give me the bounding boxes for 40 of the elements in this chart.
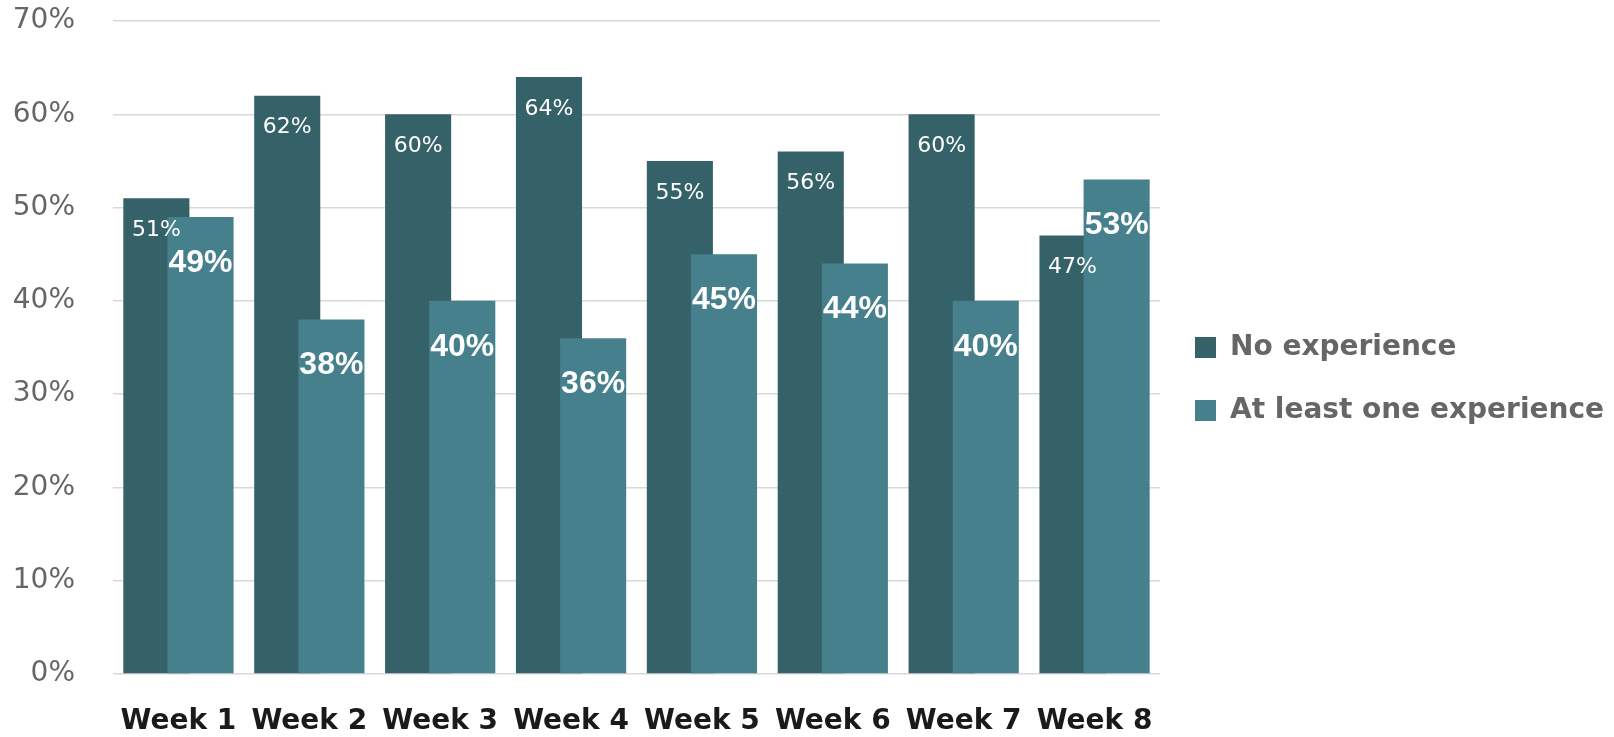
- x-tick-label: Week 7: [905, 703, 1022, 737]
- bar: [298, 319, 365, 674]
- x-tick-label: Week 5: [644, 703, 760, 737]
- x-tick-label: Week 8: [1036, 703, 1153, 737]
- bar: [690, 254, 758, 674]
- y-tick-label: 60%: [12, 95, 75, 129]
- y-tick-label: 70%: [12, 2, 75, 36]
- data-label: 64%: [524, 94, 574, 120]
- data-label: 53%: [1084, 205, 1149, 242]
- data-label: 62%: [262, 113, 312, 139]
- bar: [821, 263, 888, 674]
- y-tick-label: 10%: [12, 562, 75, 595]
- data-label: 47%: [1048, 253, 1097, 279]
- y-tick-label: 40%: [12, 282, 75, 316]
- data-label: 44%: [822, 289, 887, 326]
- data-label: 40%: [953, 326, 1018, 363]
- data-label: 60%: [917, 132, 967, 157]
- data-label: 51%: [131, 215, 181, 241]
- x-tick-label: Week 3: [382, 703, 499, 737]
- bar: [560, 338, 627, 674]
- data-label: 36%: [561, 364, 626, 400]
- x-tick-label: Week 4: [513, 703, 629, 737]
- x-tick-label: Week 2: [251, 703, 368, 737]
- y-tick-label: 30%: [12, 375, 75, 409]
- bar: [429, 300, 496, 674]
- data-label: 40%: [430, 326, 495, 363]
- data-label: 45%: [691, 280, 757, 317]
- data-label: 38%: [299, 345, 364, 382]
- data-label: 60%: [393, 132, 443, 157]
- legend-label: No experience: [1230, 328, 1457, 362]
- x-tick-label: Week 1: [120, 703, 237, 737]
- data-label: 55%: [655, 178, 705, 204]
- y-tick-label: 20%: [12, 468, 75, 502]
- x-tick-label: Week 6: [774, 703, 891, 737]
- bar: [952, 300, 1019, 674]
- data-label: 56%: [786, 169, 836, 195]
- data-label: 49%: [168, 242, 233, 279]
- y-tick-label: 0%: [30, 655, 75, 689]
- y-tick-label: 50%: [12, 188, 75, 222]
- legend-label: At least one experience: [1230, 391, 1605, 425]
